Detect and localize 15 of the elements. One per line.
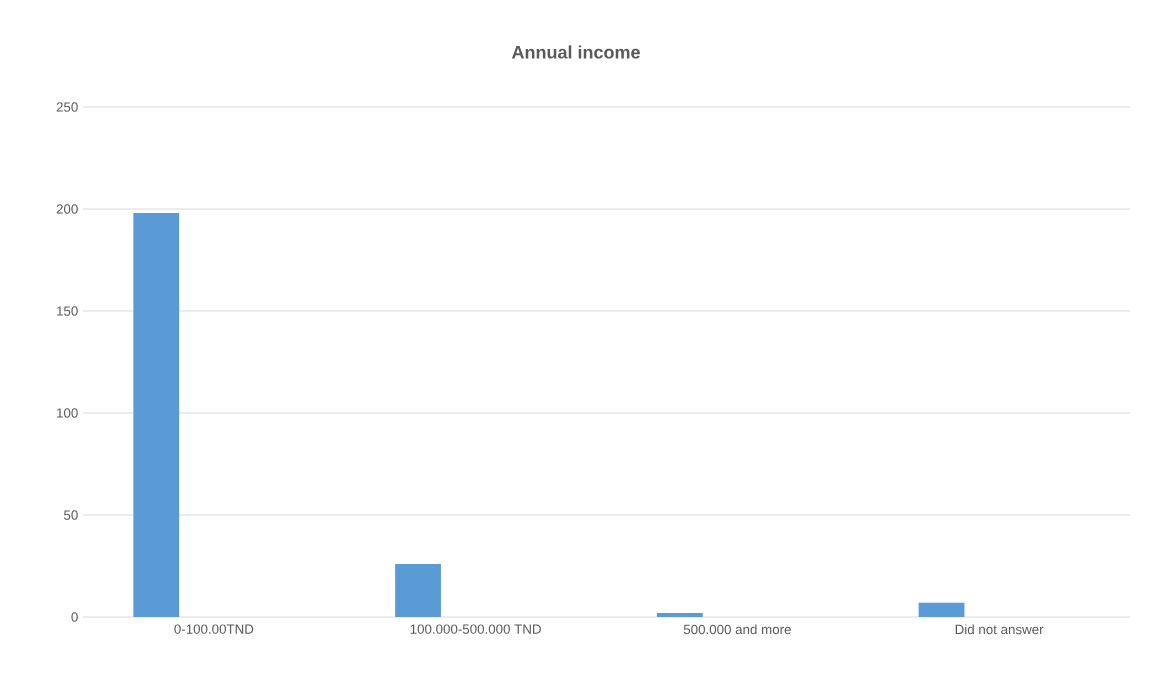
y-tick-label: 50 [64, 510, 78, 520]
bar [656, 612, 703, 617]
x-tick-label: Did not answer [955, 624, 1044, 635]
y-tick-label: 100 [57, 408, 78, 418]
bar [918, 602, 965, 617]
x-tick-label: 100.000-500.000 TND [410, 624, 541, 634]
y-tick-label: 200 [56, 204, 78, 214]
chart-title: Annual income [511, 45, 640, 59]
bar [395, 563, 441, 617]
y-tick-label: 250 [56, 102, 78, 112]
x-tick-label: 500.000 and more [683, 624, 791, 635]
bar [133, 213, 180, 617]
y-tick-label: 0 [71, 612, 78, 622]
x-tick-label: 0-100.00TND [174, 624, 254, 634]
y-tick-label: 150 [57, 306, 78, 316]
